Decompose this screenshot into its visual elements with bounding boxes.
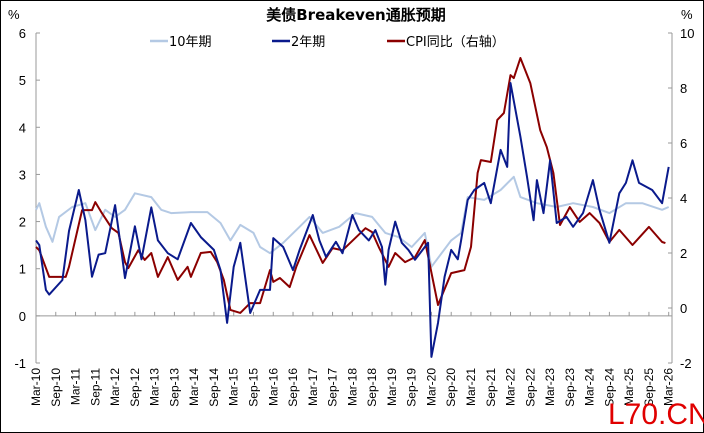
series-line-0 bbox=[35, 175, 670, 268]
left-tick-label: 5 bbox=[19, 73, 26, 88]
x-tick-label: Mar-20 bbox=[424, 368, 438, 406]
left-tick-label: 3 bbox=[19, 167, 26, 182]
x-tick-label: Sep-20 bbox=[444, 368, 458, 407]
x-tick-label: Sep-16 bbox=[286, 368, 300, 407]
left-tick-label: 2 bbox=[19, 215, 26, 230]
right-tick-label: 2 bbox=[680, 246, 687, 261]
watermark: L70.CN bbox=[608, 398, 704, 431]
series-line-1 bbox=[35, 82, 670, 358]
x-tick-label: Sep-10 bbox=[49, 368, 63, 407]
x-tick-label: Mar-12 bbox=[108, 368, 122, 406]
left-axis-unit: % bbox=[8, 7, 20, 22]
x-tick-label: Mar-17 bbox=[306, 368, 320, 406]
series-line-2 bbox=[35, 57, 666, 314]
x-tick-label: Sep-13 bbox=[167, 368, 181, 407]
x-tick-label: Mar-23 bbox=[543, 368, 557, 406]
x-tick-label: Sep-25 bbox=[642, 368, 656, 407]
x-tick-label: Mar-24 bbox=[583, 368, 597, 406]
right-tick-label: -2 bbox=[680, 356, 692, 371]
x-tick-label: Sep-21 bbox=[484, 368, 498, 407]
x-tick-label: Mar-14 bbox=[187, 368, 201, 406]
right-tick-label: 0 bbox=[680, 301, 687, 316]
left-tick-label: -1 bbox=[14, 356, 26, 371]
x-tick-label: Mar-19 bbox=[385, 368, 399, 406]
x-tick-label: Mar-16 bbox=[266, 368, 280, 406]
right-tick-label: 8 bbox=[680, 81, 687, 96]
x-tick-label: Mar-13 bbox=[148, 368, 162, 406]
left-tick-label: 4 bbox=[19, 120, 26, 135]
x-tick-label: Sep-12 bbox=[128, 368, 142, 407]
x-tick-label: Sep-19 bbox=[405, 368, 419, 407]
x-tick-label: Sep-22 bbox=[523, 368, 537, 407]
x-tick-label: Sep-23 bbox=[563, 368, 577, 407]
legend-label-0: 10年期 bbox=[169, 35, 212, 50]
x-tick-label: Sep-11 bbox=[88, 368, 102, 406]
x-tick-label: Mar-10 bbox=[29, 368, 43, 406]
left-tick-label: 6 bbox=[19, 26, 26, 41]
x-tick-label: Mar-18 bbox=[345, 368, 359, 406]
x-tick-label: Mar-11 bbox=[69, 368, 83, 405]
legend-label-2: CPI同比（右轴） bbox=[406, 35, 505, 50]
x-tick-label: Mar-25 bbox=[622, 368, 636, 406]
x-tick-label: Sep-17 bbox=[326, 368, 340, 407]
x-tick-label: Sep-15 bbox=[246, 368, 260, 407]
x-tick-label: Mar-26 bbox=[662, 368, 676, 406]
x-tick-label: Sep-14 bbox=[207, 368, 221, 407]
chart-title: 美债Breakeven通胀预期 bbox=[266, 6, 446, 24]
x-tick-label: Mar-21 bbox=[464, 368, 478, 406]
left-tick-label: 1 bbox=[19, 262, 26, 277]
x-tick-label: Sep-18 bbox=[365, 368, 379, 407]
legend-label-1: 2年期 bbox=[291, 35, 325, 50]
right-tick-label: 10 bbox=[680, 26, 694, 41]
right-tick-label: 4 bbox=[680, 191, 687, 206]
x-tick-label: Sep-24 bbox=[602, 368, 616, 407]
x-tick-label: Mar-15 bbox=[227, 368, 241, 406]
right-axis-unit: % bbox=[681, 7, 693, 22]
left-tick-label: 0 bbox=[19, 309, 26, 324]
right-tick-label: 6 bbox=[680, 136, 687, 151]
x-tick-label: Mar-22 bbox=[504, 368, 518, 406]
